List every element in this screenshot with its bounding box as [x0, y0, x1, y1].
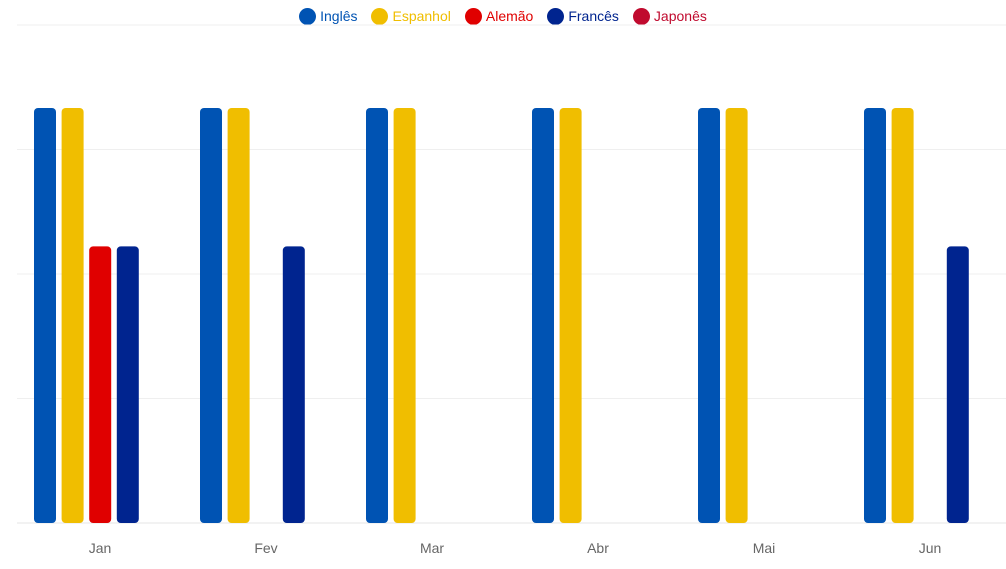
x-tick-label: Fev — [254, 540, 277, 556]
x-tick-label: Mai — [753, 540, 776, 556]
legend-label-espanhol: Espanhol — [392, 8, 451, 24]
legend-item-ingles[interactable]: Inglês — [299, 7, 358, 25]
legend-item-espanhol[interactable]: Espanhol — [371, 7, 451, 25]
x-tick-label: Abr — [587, 540, 609, 556]
bar-jan-1[interactable] — [61, 108, 84, 523]
legend-item-frances[interactable]: Francês — [547, 7, 619, 25]
legend-item-alemao[interactable]: Alemão — [464, 7, 534, 25]
legend-marker-espanhol — [371, 7, 389, 25]
bar-fev-1[interactable] — [227, 108, 250, 523]
legend-label-frances: Francês — [568, 8, 619, 24]
bar-mar-0[interactable] — [366, 108, 388, 523]
bar-jun-1[interactable] — [891, 108, 914, 523]
bar-jan-0[interactable] — [34, 108, 56, 523]
x-tick-label: Mar — [420, 540, 444, 556]
bar-jan-3[interactable] — [116, 246, 139, 524]
legend-label-japones: Japonês — [653, 8, 707, 24]
bar-jun-3[interactable] — [946, 246, 969, 524]
bar-jan-2[interactable] — [89, 246, 112, 524]
bar-mai-0[interactable] — [698, 108, 720, 523]
bar-fev-0[interactable] — [200, 108, 222, 523]
legend-marker-alemao — [464, 7, 482, 25]
bar-abr-0[interactable] — [532, 108, 554, 523]
legend-label-ingles: Inglês — [320, 8, 358, 24]
legend-marker-frances — [547, 7, 565, 25]
bar-abr-1[interactable] — [559, 108, 582, 523]
bar-fev-3[interactable] — [282, 246, 305, 524]
legend-item-japones[interactable]: Japonês — [632, 7, 707, 25]
bar-mai-1[interactable] — [725, 108, 748, 523]
legend-marker-ingles — [299, 7, 317, 25]
legend-marker-japones — [632, 7, 650, 25]
x-tick-label: Jun — [919, 540, 942, 556]
legend-label-alemao: Alemão — [485, 8, 534, 24]
bar-jun-0[interactable] — [864, 108, 886, 523]
chart-legend: Inglês Espanhol Alemão Francês Japonês — [0, 6, 1006, 26]
bar-mar-1[interactable] — [393, 108, 416, 523]
x-tick-label: Jan — [89, 540, 112, 556]
